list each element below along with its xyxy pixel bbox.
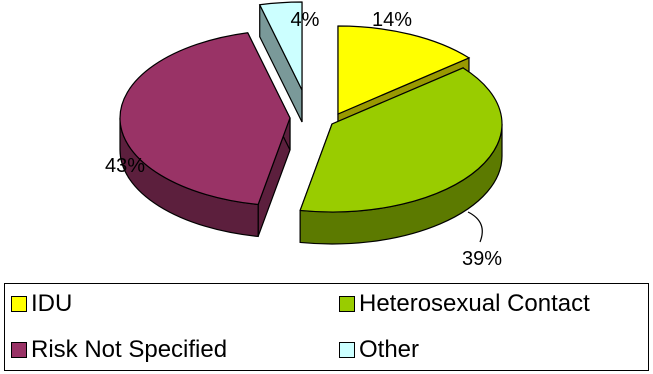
pie-slice-top-idu bbox=[337, 25, 471, 115]
legend-swatch-risk-not-specified bbox=[11, 342, 27, 358]
pie-chart: 14% 39% 43% 4% bbox=[105, 1, 503, 270]
legend-label-other: Other bbox=[359, 336, 420, 363]
pie-slice-heterosexual-contact bbox=[299, 66, 503, 245]
pie-slice-top-other bbox=[258, 1, 303, 91]
legend-item-idu: IDU bbox=[11, 292, 72, 316]
data-label-risk-not-specified: 43% bbox=[105, 155, 145, 177]
legend-item-risk-not-specified: Risk Not Specified bbox=[11, 338, 227, 362]
pie-slice-top-risk-not-specified bbox=[119, 32, 291, 206]
legend-swatch-idu bbox=[11, 296, 27, 312]
data-label-heterosexual-contact: 39% bbox=[462, 248, 502, 270]
legend-item-heterosexual-contact: Heterosexual Contact bbox=[339, 292, 590, 316]
legend-item-other: Other bbox=[339, 338, 419, 362]
legend: IDU Heterosexual Contact Risk Not Specif… bbox=[4, 283, 649, 371]
data-label-idu: 14% bbox=[372, 9, 412, 31]
pie-slice-other bbox=[258, 1, 303, 123]
leader-line-heterosexual-contact bbox=[467, 211, 483, 243]
data-label-other: 4% bbox=[291, 9, 320, 31]
pie-slice-top-heterosexual-contact bbox=[299, 67, 503, 213]
legend-label-risk-not-specified: Risk Not Specified bbox=[31, 336, 228, 363]
legend-swatch-heterosexual-contact bbox=[339, 296, 355, 312]
legend-label-heterosexual-contact: Heterosexual Contact bbox=[359, 290, 590, 317]
legend-swatch-other bbox=[339, 342, 355, 358]
pie-slice-risk-not-specified bbox=[119, 32, 291, 238]
legend-label-idu: IDU bbox=[31, 290, 73, 317]
